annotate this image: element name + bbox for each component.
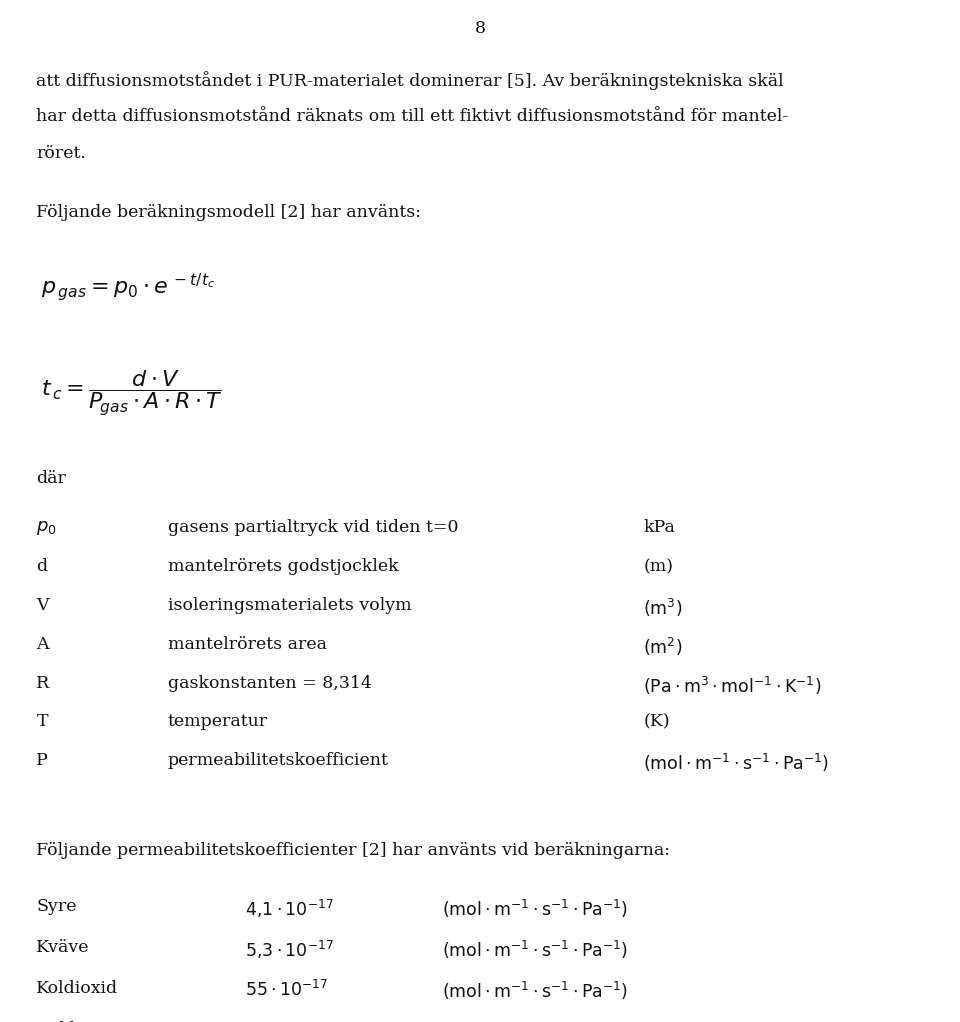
Text: permeabilitetskoefficient: permeabilitetskoefficient <box>168 752 389 770</box>
Text: mantelrörets area: mantelrörets area <box>168 636 327 653</box>
Text: $(\mathrm{m}^3)$: $(\mathrm{m}^3)$ <box>643 597 683 619</box>
Text: gasens partialtryck vid tiden t=0: gasens partialtryck vid tiden t=0 <box>168 519 459 537</box>
Text: $5{,}3 \cdot 10^{-17}$: $5{,}3 \cdot 10^{-17}$ <box>245 939 333 962</box>
Text: $55 \cdot 10^{-17}$: $55 \cdot 10^{-17}$ <box>245 980 328 1001</box>
Text: där: där <box>36 470 66 487</box>
Text: T: T <box>36 713 48 731</box>
Text: Kväve: Kväve <box>36 939 90 957</box>
Text: $(\mathrm{mol} \cdot \mathrm{m}^{-1} \cdot \mathrm{s}^{-1} \cdot \mathrm{Pa}^{-1: $(\mathrm{mol} \cdot \mathrm{m}^{-1} \cd… <box>442 898 628 921</box>
Text: (K): (K) <box>643 713 670 731</box>
Text: $(\mathrm{Pa} \cdot \mathrm{m}^3 \cdot \mathrm{mol}^{-1} \cdot \mathrm{K}^{-1})$: $(\mathrm{Pa} \cdot \mathrm{m}^3 \cdot \… <box>643 675 822 697</box>
Text: mantelrörets godstjocklek: mantelrörets godstjocklek <box>168 558 398 575</box>
Text: isoleringsmaterialets volym: isoleringsmaterialets volym <box>168 597 412 614</box>
Text: $4{,}1 \cdot 10^{-17}$: $4{,}1 \cdot 10^{-17}$ <box>245 898 333 921</box>
Text: Syre: Syre <box>36 898 77 916</box>
Text: R: R <box>36 675 50 692</box>
Text: A: A <box>36 636 49 653</box>
Text: V: V <box>36 597 49 614</box>
Text: $(\mathrm{m}^2)$: $(\mathrm{m}^2)$ <box>643 636 683 658</box>
Text: $p_{\,gas} = p_{0} \cdot e^{\,-t/t_c}$: $p_{\,gas} = p_{0} \cdot e^{\,-t/t_c}$ <box>41 271 215 303</box>
Text: $(\mathrm{mol} \cdot \mathrm{m}^{-1} \cdot \mathrm{s}^{-1} \cdot \mathrm{Pa}^{-1: $(\mathrm{mol} \cdot \mathrm{m}^{-1} \cd… <box>442 980 628 1003</box>
Text: Cyklopentan: Cyklopentan <box>36 1021 147 1022</box>
Text: $6{,}2 \cdot 10^{-17}$: $6{,}2 \cdot 10^{-17}$ <box>245 1021 333 1022</box>
Text: röret.: röret. <box>36 145 86 162</box>
Text: Koldioxid: Koldioxid <box>36 980 119 997</box>
Text: (m): (m) <box>643 558 673 575</box>
Text: kPa: kPa <box>643 519 675 537</box>
Text: gaskonstanten = 8,314: gaskonstanten = 8,314 <box>168 675 372 692</box>
Text: 8: 8 <box>474 20 486 38</box>
Text: $(\mathrm{mol} \cdot \mathrm{m}^{-1} \cdot \mathrm{s}^{-1} \cdot \mathrm{Pa}^{-1: $(\mathrm{mol} \cdot \mathrm{m}^{-1} \cd… <box>442 1021 628 1022</box>
Text: temperatur: temperatur <box>168 713 268 731</box>
Text: $(\mathrm{mol} \cdot \mathrm{m}^{-1} \cdot \mathrm{s}^{-1} \cdot \mathrm{Pa}^{-1: $(\mathrm{mol} \cdot \mathrm{m}^{-1} \cd… <box>643 752 829 775</box>
Text: Följande beräkningsmodell [2] har använts:: Följande beräkningsmodell [2] har använt… <box>36 204 421 222</box>
Text: att diffusionsmotståndet i PUR-materialet dominerar [5]. Av beräkningstekniska s: att diffusionsmotståndet i PUR-materiale… <box>36 72 784 90</box>
Text: d: d <box>36 558 48 575</box>
Text: $(\mathrm{mol} \cdot \mathrm{m}^{-1} \cdot \mathrm{s}^{-1} \cdot \mathrm{Pa}^{-1: $(\mathrm{mol} \cdot \mathrm{m}^{-1} \cd… <box>442 939 628 962</box>
Text: har detta diffusionsmotstånd räknats om till ett fiktivt diffusionsmotstånd för : har detta diffusionsmotstånd räknats om … <box>36 108 789 126</box>
Text: P: P <box>36 752 48 770</box>
Text: $p_0$: $p_0$ <box>36 519 58 538</box>
Text: $t_{\,c} = \dfrac{d \cdot V}{P_{\!gas} \cdot A \cdot R \cdot T}$: $t_{\,c} = \dfrac{d \cdot V}{P_{\!gas} \… <box>41 368 223 418</box>
Text: Följande permeabilitetskoefficienter [2] har använts vid beräkningarna:: Följande permeabilitetskoefficienter [2]… <box>36 842 670 860</box>
